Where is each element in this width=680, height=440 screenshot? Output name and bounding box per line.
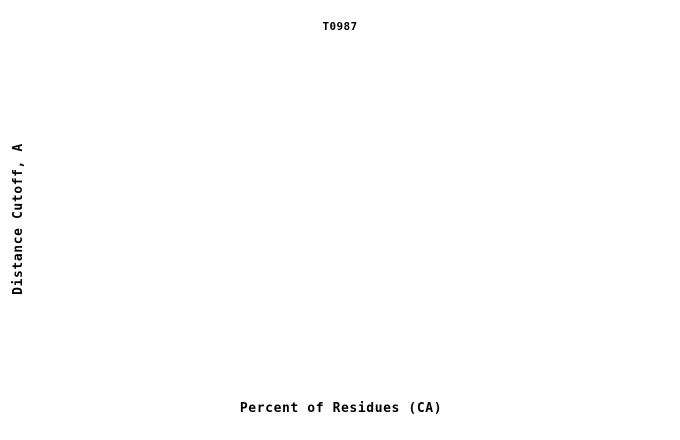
chart-title: T0987 (322, 20, 357, 33)
x-axis-title: Percent of Residues (CA) (240, 401, 442, 416)
y-axis-title: Distance Cutoff, A (11, 143, 26, 295)
